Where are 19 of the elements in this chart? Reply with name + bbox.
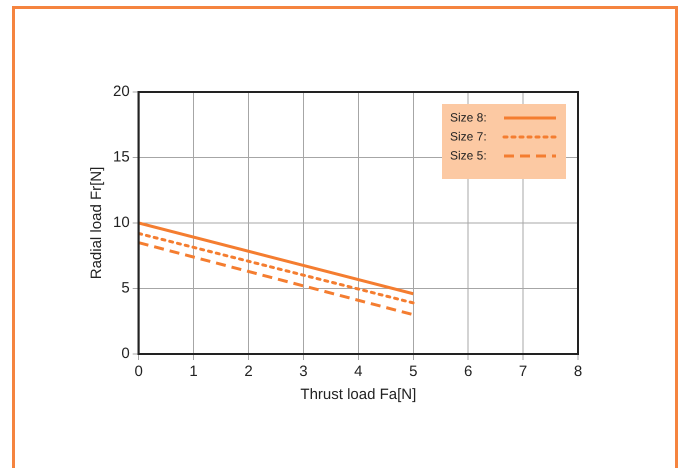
y-axis-title: Radial load Fr[N]	[88, 166, 106, 280]
x-tick-label: 5	[409, 363, 418, 380]
legend-label: Size 8:	[450, 110, 487, 124]
x-tick-label: 8	[574, 363, 582, 380]
y-tick-label: 20	[112, 83, 130, 100]
x-tick-label: 0	[134, 363, 143, 380]
x-tick-label: 7	[518, 363, 528, 380]
x-tick-label: 2	[244, 363, 253, 380]
y-tick-label: 15	[112, 148, 130, 166]
x-tick-label: 6	[464, 363, 472, 380]
y-tick-label: 0	[121, 345, 130, 362]
x-tick-label: 3	[299, 363, 308, 380]
x-axis-title: Thrust load Fa[N]	[300, 386, 416, 404]
x-tick-label: 4	[354, 363, 363, 380]
legend-label: Size 7:	[450, 129, 487, 144]
y-tick-label: 5	[121, 280, 130, 297]
y-tick-label: 10	[112, 214, 130, 232]
x-tick-label: 1	[189, 363, 198, 380]
legend-label: Size 5:	[450, 148, 487, 162]
